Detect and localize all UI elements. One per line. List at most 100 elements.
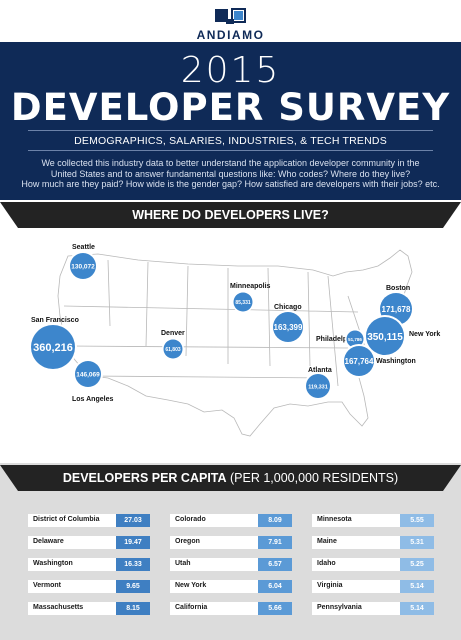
- per-capita-title-bold: DEVELOPERS PER CAPITA: [62, 471, 227, 485]
- state-name: Vermont: [33, 582, 62, 589]
- state-value: 5.25: [400, 558, 434, 571]
- where-banner: WHERE DO DEVELOPERS LIVE?: [18, 202, 443, 228]
- city-label: Atlanta: [308, 367, 332, 374]
- city-new-york: 350,115 New York: [364, 315, 440, 357]
- city-san-francisco: San Francisco 360,216: [29, 317, 79, 371]
- city-denver: Denver 61,803: [161, 330, 185, 360]
- survey-subtitle: DEMOGRAPHICS, SALARIES, INDUSTRIES, & TE…: [74, 135, 387, 147]
- state-value: 8.09: [258, 514, 292, 527]
- per-capita-row: Oregon 7.91: [170, 536, 292, 549]
- state-name: Minnesota: [317, 516, 352, 523]
- survey-year: 2015: [180, 50, 281, 91]
- state-value: 5.14: [400, 602, 434, 615]
- intro-line: How much are they paid? How wide is the …: [21, 179, 440, 189]
- banner-edge: [0, 202, 18, 228]
- state-name: District of Columbia: [33, 516, 100, 523]
- per-capita-row: Virginia 5.14: [312, 580, 434, 593]
- city-chicago: Chicago 163,399: [271, 304, 305, 344]
- state-name: Massachusetts: [33, 604, 84, 611]
- city-value: 61,803: [165, 347, 181, 353]
- state-value: 5.31: [400, 536, 434, 549]
- per-capita-row: Massachusetts 8.15: [28, 602, 150, 615]
- state-name: Utah: [175, 560, 191, 567]
- per-capita-row: Vermont 9.65: [28, 580, 150, 593]
- city-value: 85,331: [235, 300, 251, 306]
- state-name: Pennsylvania: [317, 604, 362, 611]
- intro-text: We collected this industry data to bette…: [20, 158, 441, 190]
- per-capita-row: Minnesota 5.55: [312, 514, 434, 527]
- city-label: Los Angeles: [72, 396, 113, 403]
- state-value: 27.03: [116, 514, 150, 527]
- city-label: Chicago: [274, 304, 302, 311]
- per-capita-row: Utah 6.57: [170, 558, 292, 571]
- city-label: Philadelphia: [316, 336, 357, 343]
- andiamo-logo-icon: [215, 8, 246, 24]
- city-value: 130,072: [71, 264, 95, 271]
- state-name: Colorado: [175, 516, 206, 523]
- per-capita-row: Idaho 5.25: [312, 558, 434, 571]
- city-value: 167,764: [345, 357, 374, 366]
- per-capita-row: Colorado 8.09: [170, 514, 292, 527]
- banner-edge: [443, 202, 461, 228]
- state-value: 19.47: [116, 536, 150, 549]
- per-capita-row: California 5.66: [170, 602, 292, 615]
- city-philadelphia: Philadelphia 51,786: [316, 329, 365, 349]
- state-value: 16.33: [116, 558, 150, 571]
- state-value: 6.04: [258, 580, 292, 593]
- brand-name: ANDIAMO: [196, 28, 265, 42]
- state-name: California: [175, 604, 208, 611]
- city-label: San Francisco: [31, 317, 79, 324]
- state-name: New York: [175, 582, 207, 589]
- hero-banner: [0, 42, 461, 200]
- divider: [28, 150, 433, 151]
- city-minneapolis: Minneapolis 85,331: [230, 283, 271, 313]
- state-value: 5.55: [400, 514, 434, 527]
- state-name: Idaho: [317, 560, 336, 567]
- state-name: Oregon: [175, 538, 200, 545]
- state-name: Maine: [317, 538, 337, 545]
- city-atlanta: Atlanta 119,331: [304, 367, 332, 400]
- state-value: 5.14: [400, 580, 434, 593]
- city-value: 171,678: [382, 305, 411, 314]
- per-capita-row: District of Columbia 27.03: [28, 514, 150, 527]
- intro-line: United States and to answer fundamental …: [50, 168, 411, 179]
- survey-title: DEVELOPER SURVEY: [10, 86, 451, 129]
- per-capita-title-rest: (PER 1,000,000 RESIDENTS): [226, 471, 399, 485]
- city-value: 350,115: [367, 332, 403, 343]
- city-label: Denver: [161, 330, 185, 337]
- per-capita-row: Washington 16.33: [28, 558, 150, 571]
- divider: [28, 130, 433, 131]
- banner-edge: [443, 465, 461, 491]
- city-label: Seattle: [72, 244, 95, 251]
- city-label: Minneapolis: [230, 283, 271, 290]
- city-washington: 167,764 Washington: [342, 344, 416, 378]
- intro-line: We collected this industry data to bette…: [41, 158, 420, 168]
- per-capita-row: New York 6.04: [170, 580, 292, 593]
- state-value: 8.15: [116, 602, 150, 615]
- per-capita-row: Delaware 19.47: [28, 536, 150, 549]
- where-title: WHERE DO DEVELOPERS LIVE?: [132, 208, 329, 222]
- city-los-angeles: 146,069 Los Angeles: [72, 359, 113, 403]
- per-capita-banner: [18, 465, 443, 491]
- state-value: 7.91: [258, 536, 292, 549]
- state-value: 9.65: [116, 580, 150, 593]
- state-name: Virginia: [317, 582, 343, 589]
- per-capita-title: DEVELOPERS PER CAPITA (PER 1,000,000 RES…: [0, 471, 461, 485]
- state-name: Delaware: [33, 538, 64, 545]
- city-value: 119,331: [308, 385, 328, 391]
- city-value: 360,216: [33, 342, 73, 354]
- banner-edge: [0, 465, 18, 491]
- city-label: Washington: [376, 358, 416, 365]
- city-value: 51,786: [348, 337, 362, 342]
- state-name: Washington: [33, 560, 73, 567]
- per-capita-row: Maine 5.31: [312, 536, 434, 549]
- state-value: 5.66: [258, 602, 292, 615]
- per-capita-row: Pennsylvania 5.14: [312, 602, 434, 615]
- us-map: Seattle 130,072 San Francisco 360,216 14…: [29, 244, 440, 437]
- city-label: Boston: [386, 285, 410, 292]
- city-value: 146,069: [76, 372, 100, 379]
- city-value: 163,399: [274, 323, 303, 332]
- state-value: 6.57: [258, 558, 292, 571]
- city-label: New York: [409, 331, 440, 338]
- city-seattle: Seattle 130,072: [68, 244, 98, 281]
